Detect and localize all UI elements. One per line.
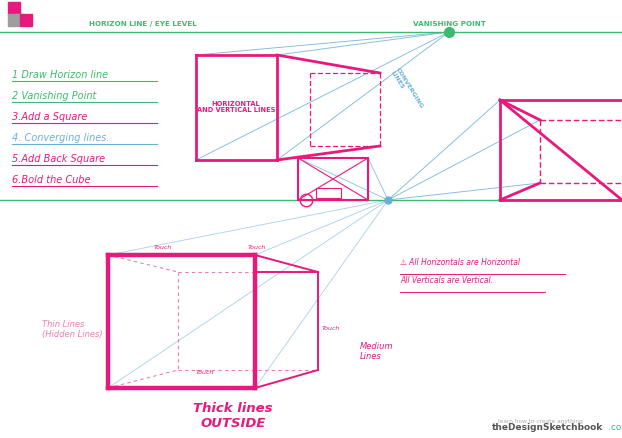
Text: 2 Vanishing Point: 2 Vanishing Point: [12, 91, 96, 101]
Text: 5.Add Back Square: 5.Add Back Square: [12, 154, 105, 164]
Text: All Verticals are Vertical.: All Verticals are Vertical.: [400, 276, 493, 285]
Text: learn how to create anything: learn how to create anything: [498, 419, 582, 424]
Text: ⚠ All Horizontals are Horizontal: ⚠ All Horizontals are Horizontal: [400, 258, 520, 267]
Text: .com: .com: [608, 423, 622, 432]
Text: 3.Add a Square: 3.Add a Square: [12, 112, 87, 122]
Text: 1 Draw Horizon line: 1 Draw Horizon line: [12, 70, 108, 80]
Bar: [8, 2, 20, 14]
Text: VANISHING POINT: VANISHING POINT: [412, 21, 485, 27]
Text: HORIZONTAL
AND VERTICAL LINES: HORIZONTAL AND VERTICAL LINES: [197, 100, 275, 113]
Text: Thick lines
OUTSIDE: Thick lines OUTSIDE: [193, 402, 273, 430]
Text: Touch: Touch: [196, 370, 214, 375]
Text: theDesignSketchbook: theDesignSketchbook: [492, 423, 603, 432]
Text: Thin Lines
(Hidden Lines): Thin Lines (Hidden Lines): [42, 320, 103, 339]
Text: Touch: Touch: [154, 245, 172, 250]
Text: 4. Converging lines.: 4. Converging lines.: [12, 133, 109, 143]
Text: 6.Bold the Cube: 6.Bold the Cube: [12, 175, 90, 185]
Text: Touch: Touch: [248, 245, 266, 250]
Bar: [316, 188, 341, 198]
Text: Medium
Lines: Medium Lines: [360, 342, 394, 361]
Text: HORIZON LINE / EYE LEVEL: HORIZON LINE / EYE LEVEL: [89, 21, 197, 27]
Text: CONVERGING
LINES: CONVERGING LINES: [390, 67, 424, 113]
Bar: [8, 14, 20, 26]
Text: Touch: Touch: [322, 326, 340, 331]
Bar: [20, 14, 32, 26]
